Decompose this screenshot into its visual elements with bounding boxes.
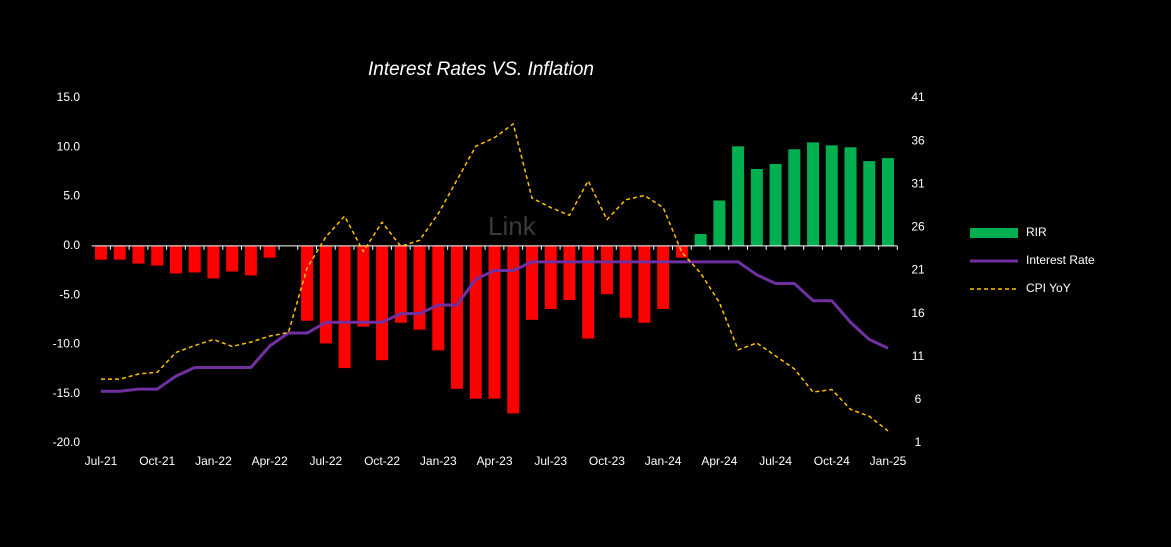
- x-tick-label: Oct-21: [139, 454, 175, 468]
- x-tick-label: Jul-24: [759, 454, 792, 468]
- y-tick-label: -20.0: [53, 435, 81, 449]
- y-tick-label: 5.0: [63, 189, 80, 203]
- bar: [207, 245, 220, 279]
- bar: [675, 245, 688, 258]
- bar: [600, 245, 613, 295]
- x-tick-label: Apr-23: [476, 454, 512, 468]
- y2-tick-label: 26: [911, 220, 925, 234]
- x-tick-label: Jan-24: [645, 454, 682, 468]
- y-tick-label: -5.0: [59, 287, 80, 301]
- y-tick-label: 0.0: [63, 238, 80, 252]
- bar: [863, 161, 876, 246]
- bar: [507, 245, 520, 414]
- bar: [132, 245, 145, 264]
- x-tick-label: Jul-23: [534, 454, 567, 468]
- bar: [825, 145, 838, 246]
- bar: [525, 245, 538, 320]
- bar: [469, 245, 482, 399]
- bar: [750, 168, 763, 246]
- bar: [151, 245, 164, 266]
- bar: [301, 245, 314, 321]
- x-tick-label: Oct-24: [814, 454, 850, 468]
- watermark: Link: [488, 211, 537, 241]
- bar: [882, 158, 894, 246]
- bar: [394, 245, 407, 323]
- bar: [319, 245, 332, 344]
- bar: [169, 245, 182, 274]
- y2-tick-label: 16: [911, 306, 925, 320]
- x-tick-label: Oct-22: [364, 454, 400, 468]
- line-1: [101, 260, 889, 393]
- bar: [582, 245, 595, 339]
- x-tick-label: Jul-22: [310, 454, 343, 468]
- bar: [638, 245, 651, 323]
- bar: [619, 245, 632, 318]
- x-tick-label: Apr-22: [252, 454, 288, 468]
- bar: [188, 245, 201, 273]
- x-tick-label: Apr-24: [701, 454, 737, 468]
- bar: [788, 149, 801, 246]
- legend-label: RIR: [1026, 225, 1047, 239]
- bar: [338, 245, 351, 369]
- bar: [844, 147, 857, 246]
- bar: [413, 245, 426, 330]
- x-tick-label: Oct-23: [589, 454, 625, 468]
- legend-label: CPI YoY: [1026, 281, 1071, 295]
- bar: [657, 245, 670, 309]
- bar: [488, 245, 501, 399]
- bar: [244, 245, 257, 276]
- bar: [694, 234, 707, 246]
- bar: [376, 245, 389, 361]
- y-tick-label: 10.0: [57, 139, 81, 153]
- x-tick-label: Jan-25: [870, 454, 907, 468]
- bar: [226, 245, 239, 272]
- x-tick-label: Jan-23: [420, 454, 457, 468]
- x-tick-label: Jan-22: [195, 454, 232, 468]
- legend-label: Interest Rate: [1026, 253, 1095, 267]
- bar: [807, 142, 820, 246]
- y2-tick-label: 6: [915, 392, 922, 406]
- line-2: [101, 123, 889, 432]
- bar: [713, 200, 726, 246]
- y2-tick-label: 11: [912, 349, 925, 363]
- legend-swatch: [970, 228, 1018, 238]
- y-tick-label: 15.0: [57, 90, 81, 104]
- y2-tick-label: 31: [911, 176, 925, 190]
- bar: [544, 245, 557, 309]
- x-tick-label: Jul-21: [85, 454, 118, 468]
- y2-tick-label: 41: [911, 90, 925, 104]
- bar: [732, 146, 745, 246]
- y-tick-label: -15.0: [53, 386, 81, 400]
- bar: [263, 245, 276, 258]
- y-tick-label: -10.0: [53, 337, 81, 351]
- bar: [432, 245, 445, 351]
- chart-title: Interest Rates VS. Inflation: [368, 59, 594, 80]
- bar: [451, 245, 464, 389]
- y2-tick-label: 36: [911, 133, 925, 147]
- bar: [563, 245, 576, 301]
- bar: [769, 164, 782, 246]
- bar: [357, 245, 370, 327]
- y2-tick-label: 21: [911, 263, 925, 277]
- bar: [113, 245, 126, 260]
- y2-tick-label: 1: [915, 435, 922, 449]
- bar: [95, 245, 107, 260]
